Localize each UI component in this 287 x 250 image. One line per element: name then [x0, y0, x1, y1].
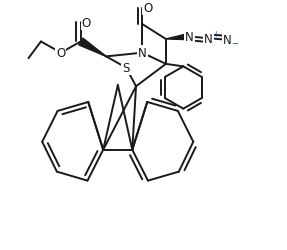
Polygon shape	[166, 34, 190, 40]
Text: +: +	[212, 30, 218, 39]
Text: N: N	[223, 34, 232, 47]
Text: N: N	[185, 31, 194, 44]
Text: O: O	[56, 47, 65, 60]
Text: N: N	[138, 47, 147, 60]
Text: S: S	[122, 62, 130, 75]
Text: O: O	[82, 17, 91, 30]
Text: −: −	[232, 39, 238, 48]
Text: N: N	[204, 32, 213, 46]
Polygon shape	[79, 39, 106, 57]
Text: O: O	[143, 2, 152, 15]
